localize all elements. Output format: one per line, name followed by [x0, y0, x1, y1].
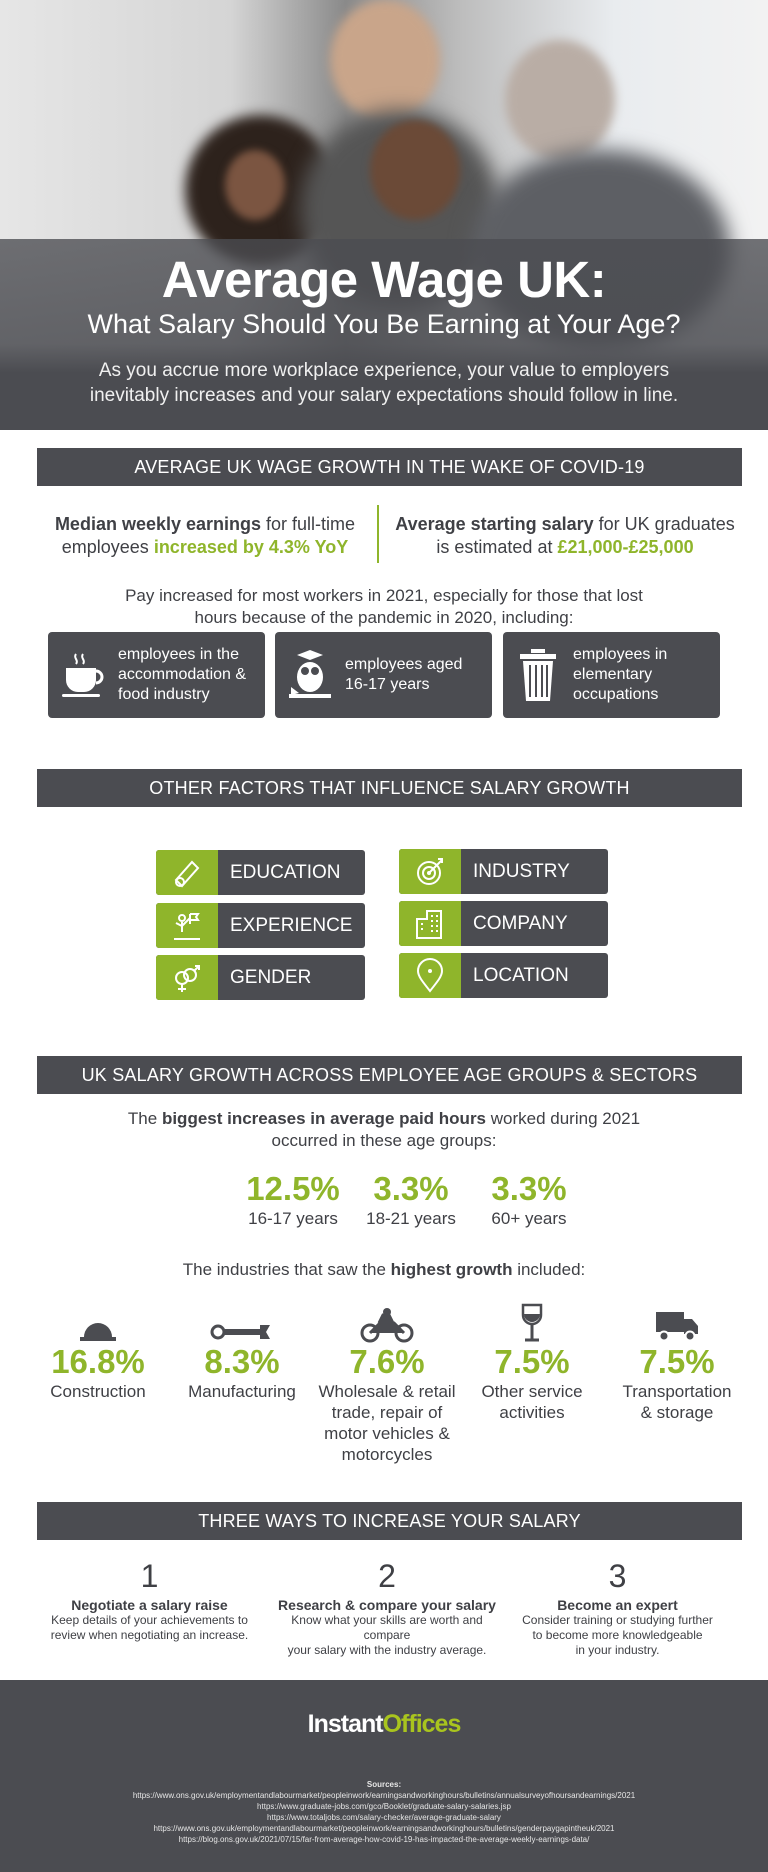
- industry-transportation: 7.5% Transportation & storage: [602, 1305, 752, 1423]
- section-heading-factors: OTHER FACTORS THAT INFLUENCE SALARY GROW…: [37, 769, 742, 807]
- owl-graduate-icon: [275, 647, 345, 703]
- intro-text: As you accrue more workplace experience,…: [89, 360, 679, 406]
- card-accommodation: employees in the accommodation & food indu…: [48, 632, 265, 718]
- hero-overlay: [0, 239, 768, 430]
- wrench-icon: [167, 1305, 317, 1343]
- stat-median-earnings: Median weekly earnings for full-time emp…: [54, 514, 356, 557]
- section-heading-three-ways: THREE WAYS TO INCREASE YOUR SALARY: [37, 1502, 742, 1540]
- map-pin-icon: [399, 953, 461, 998]
- wine-glass-icon: [457, 1303, 607, 1343]
- industry-wholesale-retail: 7.6% Wholesale & retail trade, repair of mo…: [312, 1305, 462, 1465]
- factor-company: COMPANY: [399, 901, 608, 946]
- source-link[interactable]: https://www.ons.gov.uk/employmentandlabo…: [153, 1824, 615, 1833]
- coffee-cup-icon: [48, 650, 118, 700]
- industry-construction: 16.8% Construction: [23, 1305, 173, 1402]
- source-link[interactable]: https://blog.ons.gov.uk/2021/07/15/far-f…: [178, 1835, 590, 1844]
- factor-location: LOCATION: [399, 953, 608, 998]
- age-stat-16-17: 12.5% 16-17 years: [246, 1170, 340, 1228]
- page-title: Average Wage UK:: [161, 251, 607, 308]
- trash-bin-icon: [503, 647, 573, 703]
- source-link[interactable]: https://www.ons.gov.uk/employmentandlabo…: [132, 1791, 636, 1800]
- way-research: 2 Research & compare your salary Know what…: [278, 1558, 496, 1657]
- hard-hat-icon: [23, 1305, 173, 1343]
- industries-intro: The industries that saw the highest grow…: [182, 1260, 586, 1279]
- section-heading-age-groups: UK SALARY GROWTH ACROSS EMPLOYEE AGE GRO…: [37, 1056, 742, 1094]
- stat-starting-salary: Average starting salary for UK graduates…: [395, 514, 735, 557]
- card-aged-16-17: employees aged 16-17 years: [275, 632, 492, 718]
- industry-manufacturing: 8.3% Manufacturing: [167, 1305, 317, 1402]
- podium-flag-icon: [156, 903, 218, 948]
- industry-other-services: 7.5% Other service activities: [457, 1303, 607, 1423]
- target-icon: [399, 849, 461, 894]
- source-link[interactable]: https://www.totaljobs.com/salary-checker…: [267, 1813, 501, 1822]
- section-heading-wage-growth: AVERAGE UK WAGE GROWTH IN THE WAKE OF CO…: [37, 448, 742, 486]
- card-elementary: employees in elementary occupations: [503, 632, 720, 718]
- instant-offices-logo: InstantOffices: [307, 1710, 462, 1738]
- footer: InstantOffices Sources: https://www.ons.…: [0, 1680, 768, 1872]
- factor-education: EDUCATION: [156, 850, 365, 895]
- building-icon: [399, 901, 461, 946]
- way-negotiate: 1 Negotiate a salary raise Keep details of…: [50, 1558, 249, 1642]
- truck-icon: [602, 1305, 752, 1343]
- factor-industry: INDUSTRY: [399, 849, 608, 894]
- factor-gender: GENDER: [156, 955, 365, 1000]
- motorcycle-icon: [312, 1305, 462, 1343]
- way-expert: 3 Become an expert Consider training or st…: [522, 1558, 713, 1657]
- sources: Sources: https://www.ons.gov.uk/employme…: [0, 1779, 768, 1845]
- age-stat-60-plus: 3.3% 60+ years: [491, 1170, 567, 1228]
- diploma-icon: [156, 850, 218, 895]
- gender-icon: [156, 955, 218, 1000]
- divider: [377, 505, 379, 563]
- pay-increase-text: Pay increased for most workers in 2021, …: [125, 586, 643, 627]
- source-link[interactable]: https://www.graduate-jobs.com/gco/Bookle…: [257, 1802, 511, 1811]
- age-groups-intro: The biggest increases in average paid ho…: [127, 1109, 641, 1150]
- age-stat-18-21: 3.3% 18-21 years: [366, 1170, 456, 1228]
- hero-photo: [0, 0, 768, 430]
- factor-experience: EXPERIENCE: [156, 903, 365, 948]
- page-subtitle: What Salary Should You Be Earning at You…: [87, 309, 681, 339]
